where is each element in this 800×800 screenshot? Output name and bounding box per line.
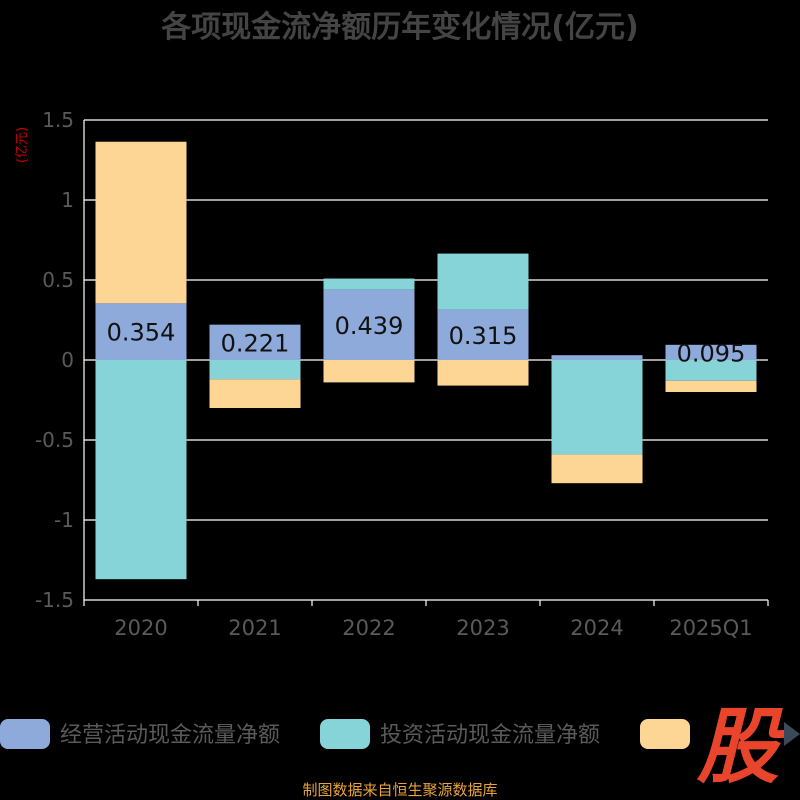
data-label: 0.439 [335, 312, 404, 340]
bar-segment[interactable] [551, 454, 643, 484]
bar-segment[interactable] [209, 379, 301, 408]
bar-segment[interactable] [665, 360, 757, 381]
data-label: 0.354 [107, 319, 176, 347]
source-note: 制图数据来自恒生聚源数据库 [302, 781, 497, 799]
x-tick-label: 2024 [570, 616, 623, 640]
y-tick-label: -1 [54, 508, 74, 532]
bar-segment[interactable] [437, 253, 529, 310]
x-tick-label: 2025Q1 [669, 616, 752, 640]
bars-layer [95, 141, 757, 580]
y-tick-labels: 1.5 1 0.5 0 -0.5 -1 -1.5 [35, 108, 74, 612]
bar-segment[interactable] [209, 324, 301, 360]
data-label: 0.095 [677, 339, 746, 367]
legend-label[interactable]: 经营活动现金流量净额 [60, 723, 280, 748]
bar-segment[interactable] [323, 278, 415, 290]
data-labels-layer: 0.354 0.221 0.439 0.315 0.095 [107, 312, 746, 368]
bar-segment[interactable] [437, 309, 529, 360]
bar-segment[interactable] [323, 360, 415, 383]
bar-segment[interactable] [551, 360, 643, 455]
x-tick-labels: 2020 2021 2022 2023 2024 2025Q1 [114, 616, 752, 640]
x-tick-label: 2021 [228, 616, 281, 640]
bar-segment[interactable] [665, 380, 757, 392]
x-tick-label: 2022 [342, 616, 395, 640]
legend-label[interactable]: 投资活动现金流量净额 [380, 723, 600, 748]
chart-title: 各项现金流净额历年变化情况(亿元) [160, 10, 638, 45]
y-axis-label: (亿元) [15, 127, 30, 163]
bar-segment[interactable] [209, 360, 301, 380]
legend: 经营活动现金流量净额 投资活动现金流量净额 [0, 719, 690, 749]
watermark-logo: 股 [696, 700, 800, 795]
legend-swatch[interactable] [640, 719, 690, 749]
legend-next-arrow-icon[interactable] [784, 722, 800, 746]
y-tick-label: 1.5 [42, 108, 74, 132]
bar-segment[interactable] [323, 289, 415, 360]
data-label: 0.315 [449, 322, 518, 350]
y-tick-label: 0 [61, 348, 74, 372]
bar-segment[interactable] [665, 344, 757, 360]
legend-swatch[interactable] [320, 719, 370, 749]
y-tick-label: 0.5 [42, 268, 74, 292]
y-tick-label: 1 [61, 188, 74, 212]
data-label: 0.221 [221, 329, 290, 357]
y-tick-label: -0.5 [35, 428, 74, 452]
y-tick-label: -1.5 [35, 588, 74, 612]
bar-segment[interactable] [95, 141, 187, 304]
bar-segment[interactable] [437, 360, 529, 386]
x-tick-label: 2020 [114, 616, 167, 640]
bar-segment[interactable] [551, 355, 643, 360]
x-tick-label: 2023 [456, 616, 509, 640]
bar-segment[interactable] [95, 303, 187, 360]
bar-segment[interactable] [95, 360, 187, 580]
watermark-glyph: 股 [696, 700, 787, 795]
grid-layer [83, 119, 769, 606]
legend-swatch[interactable] [0, 719, 50, 749]
